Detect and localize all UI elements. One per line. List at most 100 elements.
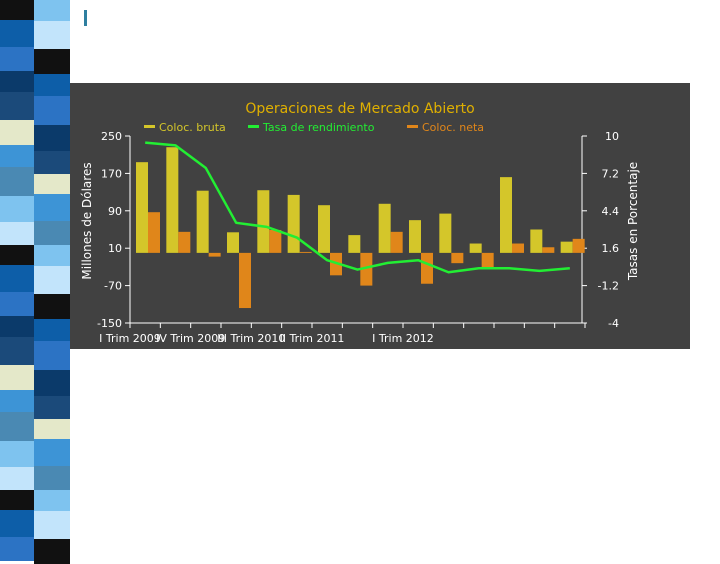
stripe-cell [0, 47, 34, 71]
stripe-cell [34, 439, 70, 466]
stripe-cell [0, 0, 34, 20]
stripe-cell [34, 174, 70, 194]
legend-label-rate: Tasa de rendimiento [262, 121, 375, 134]
decorative-stripe [0, 0, 70, 564]
stripe-cell [0, 145, 34, 167]
legend-label-net: Coloc. neta [422, 121, 484, 134]
bar-net [451, 252, 464, 264]
bar-net [299, 251, 312, 253]
bar-net [178, 231, 191, 253]
y2-tick-label: 7.2 [602, 167, 620, 180]
series-net-bars [148, 212, 585, 309]
y2-axis: 10 7.2 4.4 1.6 -1.2 -4 [581, 130, 620, 330]
stripe-cell [0, 510, 34, 537]
y2-tick-label: 4.4 [602, 205, 620, 218]
x-tick-label: I Trim 2012 [372, 332, 434, 345]
stripe-cell [34, 539, 70, 564]
legend-swatch-net [407, 125, 418, 128]
stripe-cell [0, 390, 34, 412]
stripe-cell [34, 96, 70, 125]
stripe-cell [0, 92, 34, 120]
bar-net [572, 238, 585, 253]
chart-panel: Operaciones de Mercado Abierto Coloc. br… [70, 83, 690, 349]
bar-net [269, 229, 282, 253]
y-tick-label: -70 [104, 280, 122, 293]
y-tick-label: -150 [97, 317, 122, 330]
stripe-cell [0, 412, 34, 441]
bar-net [542, 247, 555, 253]
x-tick-label: II Trim 2011 [280, 332, 345, 345]
x-tick-label: IV Trim 2009 [156, 332, 225, 345]
stripe-cell [0, 265, 34, 292]
bar-gross [348, 235, 361, 253]
slide-title-marker [84, 10, 87, 26]
bar-gross [196, 190, 209, 253]
stripe-cell [34, 341, 70, 370]
y2-tick-label: 1.6 [602, 242, 620, 255]
bar-gross [560, 241, 573, 253]
y2-tick-label: -1.2 [598, 280, 619, 293]
bar-net [481, 252, 494, 270]
bar-gross [530, 229, 543, 253]
stripe-cell [0, 245, 34, 265]
bar-net [239, 252, 251, 309]
stripe-cell [34, 125, 70, 151]
stripe-column [34, 0, 70, 564]
chart-title: Operaciones de Mercado Abierto [245, 101, 474, 117]
x-tick-label: III Trim 2010 [217, 332, 285, 345]
stripe-cell [34, 194, 70, 221]
stripe-cell [0, 467, 34, 490]
y-tick-label: 10 [108, 242, 122, 255]
legend-label-gross: Coloc. bruta [159, 121, 226, 134]
stripe-cell [0, 20, 34, 47]
series-gross-bars [136, 147, 573, 253]
legend-swatch-gross [144, 125, 155, 128]
stripe-cell [0, 71, 34, 92]
stripe-cell [0, 120, 34, 145]
stripe-cell [34, 396, 70, 419]
y2-tick-label: -4 [608, 317, 619, 330]
stripe-cell [34, 221, 70, 245]
stripe-cell [34, 21, 70, 49]
bar-gross [409, 220, 421, 253]
bar-gross [378, 203, 391, 253]
stripe-cell [34, 74, 70, 96]
stripe-cell [34, 294, 70, 319]
stripe-cell [34, 370, 70, 396]
legend-item-rate: Tasa de rendimiento [248, 121, 375, 134]
stripe-cell [34, 266, 70, 294]
stripe-cell [0, 365, 34, 390]
stripe-cell [34, 490, 70, 511]
y-tick-label: 170 [101, 167, 122, 180]
stripe-cell [34, 49, 70, 74]
legend-item-net: Coloc. neta [407, 121, 484, 134]
y-tick-label: 250 [101, 130, 122, 143]
bar-gross [318, 205, 330, 253]
legend-swatch-rate [248, 125, 259, 128]
bar-net [421, 252, 433, 284]
stripe-cell [34, 419, 70, 439]
bar-gross [227, 232, 239, 253]
y-tick-label: 90 [108, 205, 122, 218]
stripe-cell [34, 0, 70, 21]
y-axis-label: Millones de Dólares [80, 162, 94, 279]
bar-net [360, 252, 373, 286]
bar-gross [166, 147, 179, 253]
legend-item-gross: Coloc. bruta [144, 121, 226, 134]
bar-gross [136, 162, 148, 253]
stripe-cell [0, 490, 34, 510]
stripe-cell [34, 151, 70, 174]
stripe-cell [0, 537, 34, 561]
stripe-cell [34, 511, 70, 539]
stripe-cell [0, 316, 34, 337]
bar-net [390, 231, 403, 253]
bar-net [148, 212, 160, 253]
stripe-cell [0, 337, 34, 365]
stripe-column [0, 0, 34, 561]
bar-net [512, 243, 524, 253]
stripe-cell [0, 167, 34, 196]
y-axis: 250 170 90 10 -70 -150 [97, 130, 131, 330]
bar-gross [500, 177, 512, 253]
bar-gross [257, 190, 270, 253]
